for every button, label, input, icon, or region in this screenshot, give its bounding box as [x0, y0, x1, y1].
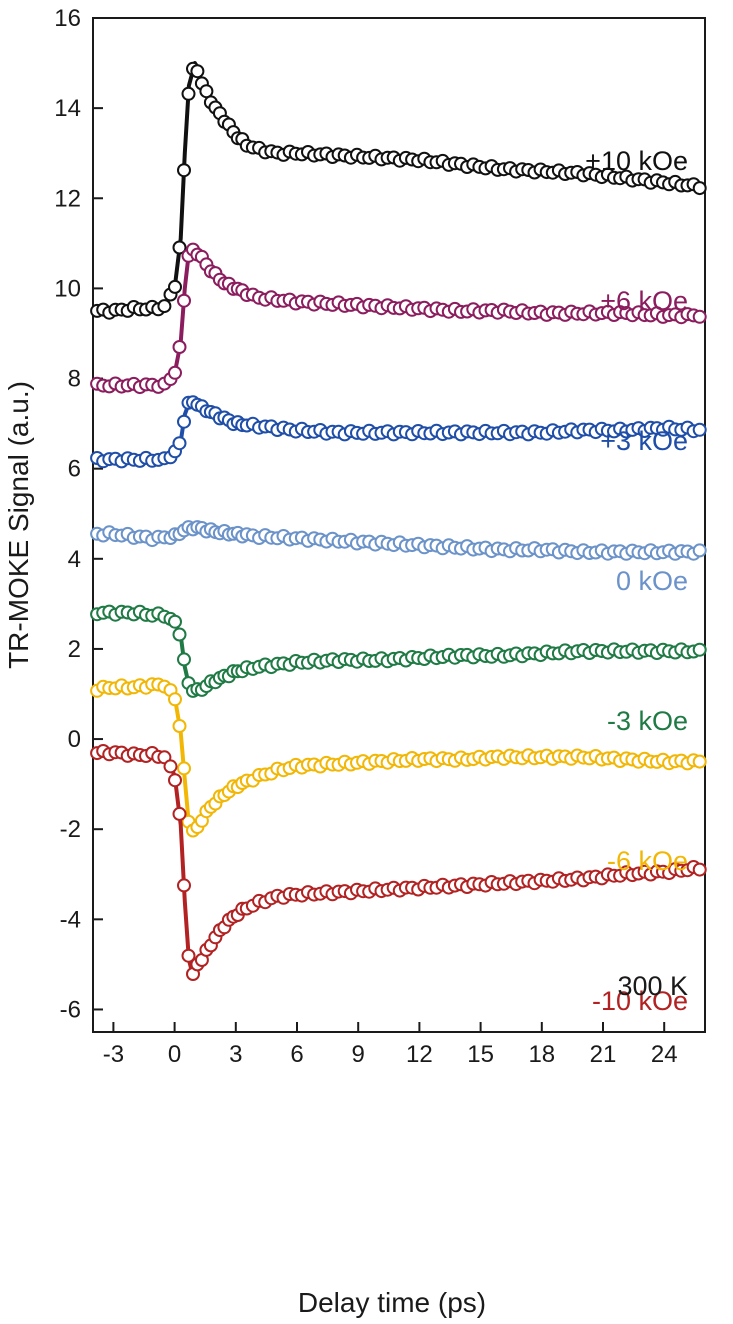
data-point — [692, 181, 707, 196]
x-tick-label: 18 — [528, 1041, 555, 1068]
data-point — [163, 759, 178, 774]
x-tick-label: -3 — [103, 1041, 124, 1068]
series-5 — [90, 677, 707, 838]
y-tick-label: 14 — [54, 95, 81, 122]
x-tick-label: 6 — [290, 1041, 303, 1068]
series-label: -10 kOe — [592, 986, 688, 1016]
y-tick-label: 16 — [54, 5, 81, 32]
plot-frame — [92, 17, 706, 1033]
series-6 — [90, 744, 707, 981]
series-label: +6 kOe — [600, 286, 688, 316]
data-point — [177, 761, 191, 776]
y-tick-label: 2 — [68, 636, 81, 663]
x-tick-label: 0 — [168, 1041, 181, 1068]
x-tick-label: 21 — [590, 1041, 617, 1068]
data-point — [172, 806, 187, 821]
data-point — [692, 543, 707, 558]
data-point — [168, 365, 182, 380]
data-point — [177, 414, 191, 429]
series-4 — [90, 604, 707, 698]
series-labels: +10 kOe +6 kOe +3 kOe 0 kOe -3 kOe -6 kOe -10 … — [585, 146, 688, 1016]
data-point — [692, 862, 707, 877]
y-tick-label: 12 — [54, 185, 81, 212]
y-tick-label: -4 — [60, 906, 81, 933]
data-point — [172, 436, 187, 451]
x-tick-label: 12 — [406, 1041, 433, 1068]
data-point — [172, 340, 187, 354]
data-point — [181, 948, 196, 963]
series-label: -3 kOe — [607, 706, 688, 736]
x-tick-label: 15 — [467, 1041, 494, 1068]
data-point — [190, 64, 205, 79]
series-label: +10 kOe — [585, 146, 688, 176]
series-group — [90, 61, 707, 981]
data-point — [177, 293, 191, 308]
x-tick-label: 24 — [651, 1041, 678, 1068]
y-tick-label: 4 — [68, 546, 81, 573]
y-axis-title: TR-MOKE Signal (a.u.) — [3, 381, 34, 669]
data-point — [177, 652, 191, 667]
y-tick-label: -6 — [60, 996, 81, 1023]
x-tick-label: 9 — [352, 1041, 365, 1068]
data-point — [168, 279, 182, 294]
y-tick-label: 10 — [54, 275, 81, 302]
series-label: -6 kOe — [607, 846, 688, 876]
data-point — [177, 163, 191, 178]
series-label: +3 kOe — [600, 426, 688, 456]
series-3 — [90, 520, 707, 561]
data-point — [692, 642, 707, 657]
y-tick-label: 0 — [68, 726, 81, 753]
x-axis-title: Delay time (ps) — [298, 1287, 486, 1318]
data-point — [692, 309, 707, 324]
x-tick-label: 3 — [229, 1041, 242, 1068]
y-tick-label: 8 — [68, 366, 81, 393]
data-point — [157, 299, 172, 314]
series-label: 0 kOe — [616, 566, 688, 596]
data-point — [172, 240, 187, 255]
data-point — [168, 773, 182, 788]
data-point — [172, 627, 187, 642]
data-point — [692, 422, 707, 437]
data-point — [168, 692, 182, 707]
series-0 — [90, 61, 707, 320]
data-point — [172, 719, 187, 733]
y-tick-label: 6 — [68, 456, 81, 483]
temperature-annotation: 300 K — [617, 971, 688, 1001]
data-point — [692, 754, 707, 769]
series-2 — [90, 395, 707, 469]
y-tick-label: -2 — [60, 816, 81, 843]
data-point — [168, 614, 182, 629]
data-point — [181, 86, 196, 101]
data-point — [199, 84, 214, 99]
data-point — [177, 878, 191, 893]
series-1 — [90, 242, 707, 395]
